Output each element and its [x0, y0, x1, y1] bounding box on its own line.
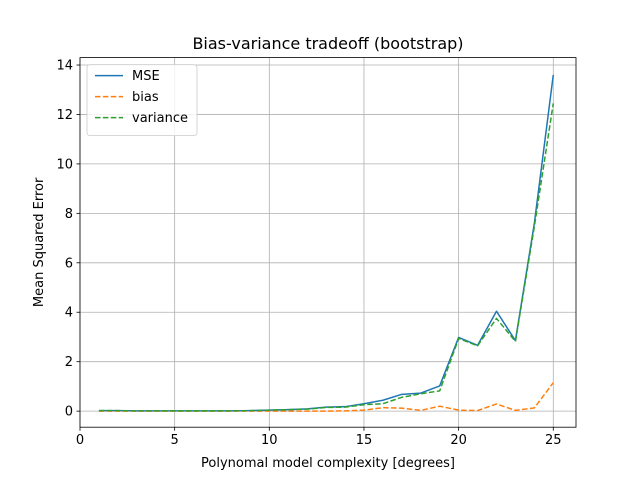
y-tick-label: 0 [65, 405, 73, 420]
legend-label: bias [132, 90, 159, 105]
series-line-variance [98, 103, 555, 412]
x-tick-label: 20 [450, 433, 467, 448]
y-tick-label: 10 [56, 157, 73, 172]
x-tick-label: 25 [545, 433, 562, 448]
plot-lines [98, 74, 555, 412]
grid [79, 57, 576, 428]
legend-label: MSE [132, 69, 160, 84]
y-tick-label: 12 [56, 108, 73, 123]
legend-label: variance [132, 111, 188, 126]
axis-ticks: 0 5 10 15 20 25 0 2 4 6 8 10 12 14 [56, 59, 561, 449]
y-tick-label: 14 [56, 59, 73, 74]
x-tick-label: 0 [76, 433, 84, 448]
legend: MSE bias variance [86, 64, 198, 136]
x-tick-label: 5 [171, 433, 179, 448]
x-tick-label: 15 [356, 433, 373, 448]
y-tick-label: 2 [65, 355, 73, 370]
y-axis-label: Mean Squared Error [32, 177, 47, 307]
y-tick-label: 4 [65, 306, 73, 321]
y-tick-label: 6 [65, 256, 73, 271]
x-tick-label: 10 [261, 433, 278, 448]
plot-frame [79, 57, 577, 428]
y-tick-label: 8 [65, 207, 73, 222]
chart-title: Bias-variance tradeoff (bootstrap) [192, 34, 463, 53]
x-axis-label: Polynomal model complexity [degrees] [201, 456, 455, 471]
